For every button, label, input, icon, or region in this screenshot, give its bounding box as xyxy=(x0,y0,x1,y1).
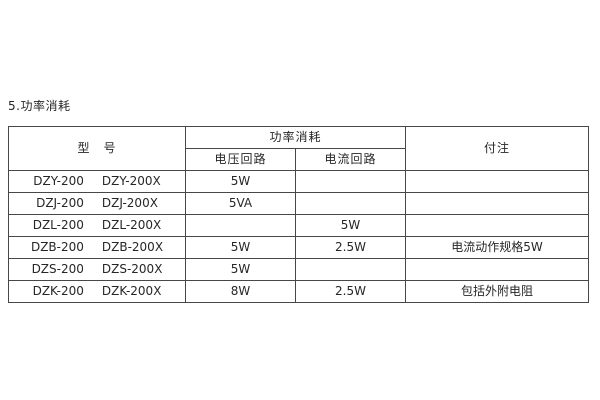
model-cell: DZY-200 DZY-200X xyxy=(8,170,186,193)
current-cell xyxy=(294,192,407,215)
header-power-group: 功率消耗 xyxy=(184,126,407,149)
model-name-x: DZS-200X xyxy=(101,262,163,276)
voltage-cell: 5W xyxy=(185,258,296,281)
note-cell: 电流动作规格5W xyxy=(405,236,590,259)
model-name-x: DZJ-200X xyxy=(101,196,158,210)
table-row: DZY-200 DZY-200X 5W xyxy=(8,170,590,193)
voltage-cell: 5W xyxy=(185,236,296,259)
current-cell: 2.5W xyxy=(294,236,407,259)
header-voltage-circuit: 电压回路 xyxy=(185,148,296,171)
header-note: 付注 xyxy=(405,126,590,171)
voltage-cell: 5VA xyxy=(185,192,296,215)
voltage-cell: 8W xyxy=(185,280,296,303)
table-row: DZJ-200 DZJ-200X 5VA xyxy=(8,192,590,215)
model-name: DZJ-200 xyxy=(36,196,84,210)
note-cell: 包括外附电阻 xyxy=(405,280,590,303)
power-consumption-table: 型 号 功率消耗 付注 电压回路 电流回路 DZY-200 DZY-200X 5W… xyxy=(8,126,590,303)
header-current-circuit: 电流回路 xyxy=(294,148,407,171)
current-cell xyxy=(294,170,407,193)
table-row: DZK-200 DZK-200X 8W 2.5W 包括外附电阻 xyxy=(8,280,590,303)
model-name: DZL-200 xyxy=(32,218,84,232)
table-row: DZB-200 DZB-200X 5W 2.5W 电流动作规格5W xyxy=(8,236,590,259)
note-cell xyxy=(405,170,590,193)
model-cell: DZK-200 DZK-200X xyxy=(8,280,186,303)
current-cell: 5W xyxy=(294,214,407,237)
table-row: DZS-200 DZS-200X 5W xyxy=(8,258,590,281)
section-title: 5.功率消耗 xyxy=(8,99,71,113)
model-cell: DZJ-200 DZJ-200X xyxy=(8,192,186,215)
model-name-x: DZK-200X xyxy=(101,284,162,298)
model-name: DZK-200 xyxy=(32,284,84,298)
model-name-x: DZY-200X xyxy=(101,174,161,188)
model-cell: DZL-200 DZL-200X xyxy=(8,214,186,237)
note-cell xyxy=(405,192,590,215)
model-name: DZS-200 xyxy=(31,262,84,276)
model-cell: DZS-200 DZS-200X xyxy=(8,258,186,281)
model-name-x: DZB-200X xyxy=(101,240,164,254)
header-model: 型 号 xyxy=(8,126,186,171)
model-name-x: DZL-200X xyxy=(101,218,162,232)
model-name: DZY-200 xyxy=(33,174,84,188)
voltage-cell xyxy=(185,214,296,237)
model-name: DZB-200 xyxy=(30,240,84,254)
model-cell: DZB-200 DZB-200X xyxy=(8,236,186,259)
current-cell: 2.5W xyxy=(294,280,407,303)
current-cell xyxy=(294,258,407,281)
table-row: DZL-200 DZL-200X 5W xyxy=(8,214,590,237)
note-cell xyxy=(405,258,590,281)
header-row-1: 型 号 功率消耗 付注 xyxy=(8,126,590,171)
voltage-cell: 5W xyxy=(185,170,296,193)
note-cell xyxy=(405,214,590,237)
